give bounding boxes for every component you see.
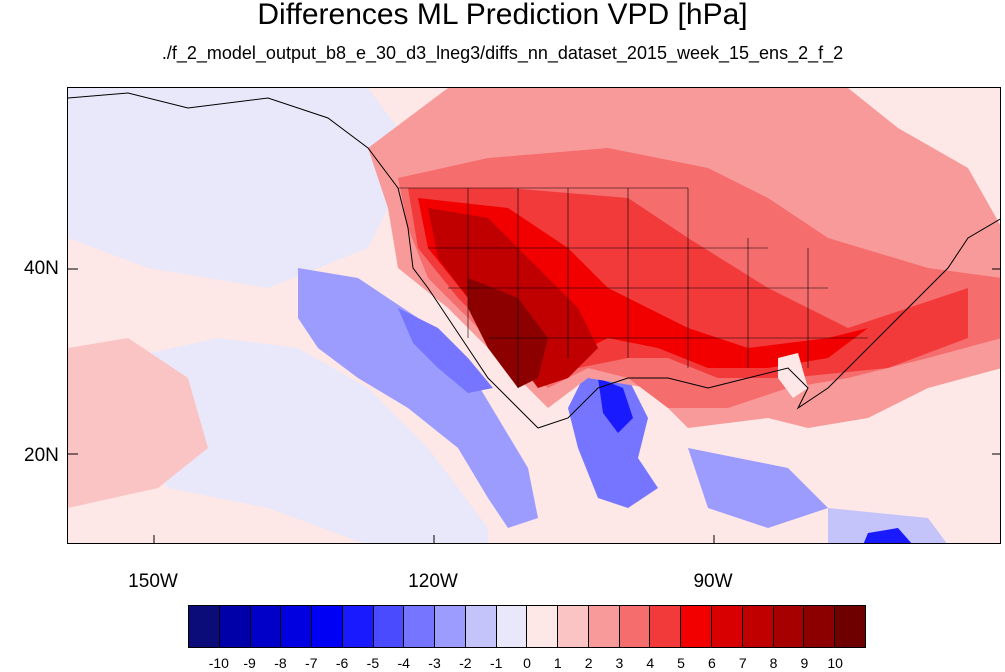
map-title: Differences ML Prediction VPD [hPa]: [257, 0, 748, 31]
colorbar-box: [558, 606, 589, 647]
colorbar: [188, 605, 866, 648]
colorbar-box: [804, 606, 836, 647]
map-ticks: [68, 268, 1000, 543]
colorbar-box: [435, 606, 466, 647]
colorbar-label: 1: [553, 655, 562, 671]
lat-label-40n: 40N: [24, 258, 59, 279]
colorbar-label: 4: [646, 655, 655, 671]
map-subtitle: ./f_2_model_output_b8_e_30_d3_lneg3/diff…: [161, 43, 844, 63]
colorbar-box: [189, 606, 220, 647]
coastline-gulf-east: [537, 218, 1000, 429]
field-blue-caribbean-core: [863, 528, 912, 543]
colorbar-label: 5: [677, 655, 685, 671]
coastline-alaska: [68, 92, 399, 189]
colorbar-box: [681, 606, 713, 647]
vpd-difference-field: [68, 88, 1000, 543]
field-blue-baja-core: [398, 308, 493, 393]
colorbar-label: 2: [584, 655, 593, 671]
colorbar-label: 6: [708, 655, 716, 671]
field-light-blue-north-pacific: [68, 88, 398, 288]
field-florida-light: [778, 353, 808, 398]
colorbar-label: 0: [523, 655, 531, 671]
state-borders: [398, 187, 868, 388]
colorbar-label: 10: [827, 655, 843, 671]
lat-label-20n: 20N: [24, 445, 59, 466]
field-blue-mexico: [568, 368, 658, 508]
colorbar-box: [281, 606, 313, 647]
colorbar-labels: -10 -9 -8 -7 -6 -5 -4 -3 -2 -1 0 1 2 3 4 5 6 7 8 9 10: [188, 656, 866, 672]
field-blue-mexico-core: [598, 378, 633, 433]
colorbar-box: [312, 606, 343, 647]
field-light-blue-central-pacific: [128, 338, 488, 543]
coastline-west: [397, 187, 539, 429]
colorbar-box: [219, 606, 251, 647]
colorbar-label: -9: [243, 655, 256, 671]
colorbar-label: -2: [459, 655, 472, 671]
colorbar-box: [527, 606, 559, 647]
colorbar-label: -3: [428, 655, 441, 671]
colorbar-box: [465, 606, 497, 647]
colorbar-box: [773, 606, 805, 647]
field-blue-baja-coast: [298, 268, 538, 528]
colorbar-box: [619, 606, 651, 647]
colorbar-label: -6: [335, 655, 349, 671]
lat-ticks: [68, 268, 1000, 455]
colorbar-label: -4: [397, 655, 410, 671]
colorbar-box: [835, 606, 865, 647]
map-panel: [67, 87, 1001, 544]
lon-label-150w: 150W: [128, 571, 178, 592]
colorbar-box: [496, 606, 528, 647]
lon-ticks: [153, 535, 715, 543]
colorbar-box: [404, 606, 436, 647]
colorbar-label: 9: [800, 655, 809, 671]
colorbar-box: [250, 606, 282, 647]
lon-label-90w: 90W: [693, 571, 733, 592]
colorbar-label: -10: [208, 655, 229, 671]
colorbar-label: 7: [738, 655, 747, 671]
colorbar-label: -5: [366, 655, 380, 671]
field-blue-central-america: [688, 448, 828, 528]
colorbar-label: -1: [489, 655, 503, 671]
field-pink-west-pacific: [68, 338, 208, 508]
field-blue-caribbean: [828, 508, 947, 543]
colorbar-label: -7: [305, 655, 318, 671]
colorbar-box: [650, 606, 682, 647]
colorbar-box: [588, 606, 620, 647]
colorbar-box: [712, 606, 743, 647]
colorbar-label: 8: [769, 655, 778, 671]
colorbar-box: [373, 606, 405, 647]
lon-label-120w: 120W: [408, 571, 458, 592]
field-hottest-southwest: [468, 278, 548, 388]
colorbar-label: 3: [615, 655, 624, 671]
colorbar-box: [742, 606, 774, 647]
colorbar-label: -8: [274, 655, 287, 671]
colorbar-box: [342, 606, 374, 647]
